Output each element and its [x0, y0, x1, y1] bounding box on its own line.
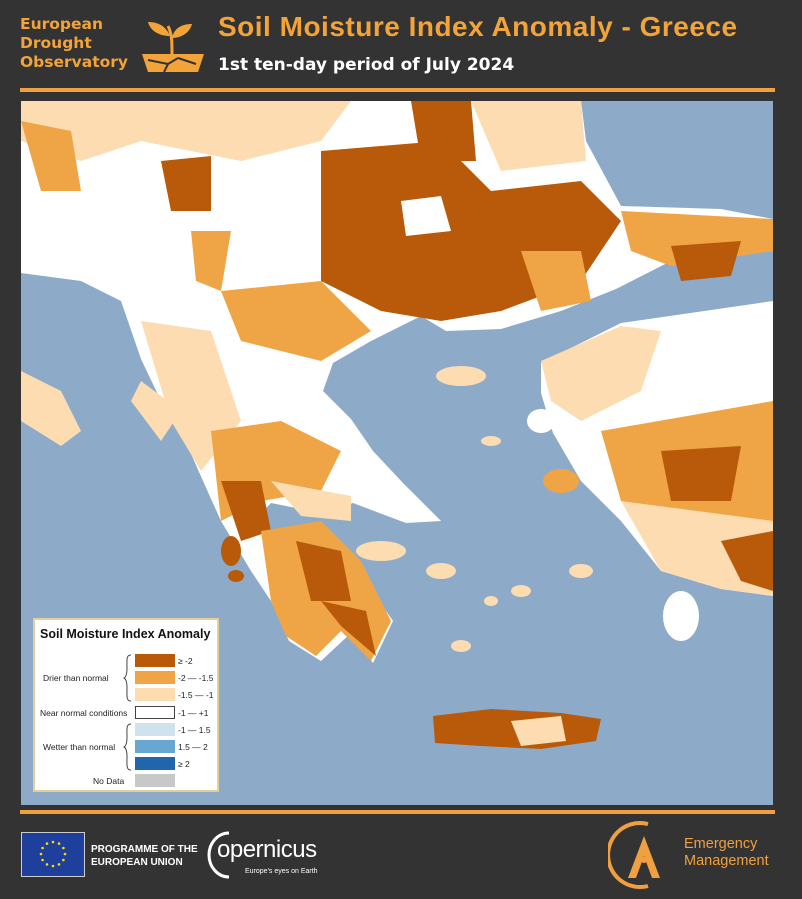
emergency-line: Emergency — [684, 836, 758, 852]
brace-icon — [123, 654, 132, 702]
programme-line: EUROPEAN UNION — [91, 857, 183, 868]
legend-label: -1.5 — -1 — [178, 690, 214, 700]
copernicus-tagline: Europe's eyes on Earth — [245, 868, 318, 875]
legend-swatch — [135, 654, 175, 667]
anomaly-patches — [21, 101, 773, 661]
footer-divider — [20, 810, 775, 814]
legend-group-normal: Near normal conditions — [40, 708, 128, 718]
brace-icon — [123, 723, 132, 771]
aegean-islands — [221, 366, 699, 652]
legend-swatch — [135, 740, 175, 753]
programme-text: PROGRAMME OF THE EUROPEAN UNION — [91, 843, 198, 869]
eu-flag-logo-icon — [21, 832, 85, 877]
map-canvas — [21, 101, 773, 749]
emergency-management-logo: Emergency Management — [606, 820, 769, 894]
legend-label: -2 — -1.5 — [178, 673, 214, 683]
page-title: Soil Moisture Index Anomaly - Greece — [218, 11, 738, 42]
legend-swatch — [135, 757, 175, 770]
observatory-line: Observatory — [20, 53, 129, 71]
observatory-line: Drought — [20, 34, 92, 52]
legend-label: ≥ -2 — [178, 656, 193, 666]
legend-swatch — [135, 688, 175, 701]
copernicus-wordmark: opernicus — [217, 836, 317, 863]
legend-label: -1 — +1 — [178, 708, 209, 718]
drought-plant-logo-icon — [142, 22, 204, 73]
legend-label: 1.5 — 2 — [178, 742, 208, 752]
map-legend: Soil Moisture Index Anomaly Drier than n… — [33, 618, 219, 792]
emergency-line: Management — [684, 853, 769, 869]
page-subtitle: 1st ten-day period of July 2024 — [218, 55, 515, 75]
copernicus-arc-icon — [207, 831, 230, 879]
legend-title: Soil Moisture Index Anomaly — [40, 627, 211, 641]
legend-swatch — [135, 706, 175, 719]
legend-swatch — [135, 671, 175, 684]
legend-group-wetter: Wetter than normal — [43, 742, 116, 752]
observatory-line: European — [20, 15, 104, 33]
legend-swatch — [135, 723, 175, 736]
emergency-management-icon — [606, 821, 660, 889]
programme-line: PROGRAMME OF THE — [91, 844, 198, 855]
legend-label: ≥ 2 — [178, 759, 190, 769]
legend-group-nodata: No Data — [93, 776, 125, 786]
legend-label: -1 — 1.5 — [178, 725, 211, 735]
header-divider — [20, 88, 775, 92]
legend-swatch — [135, 774, 175, 787]
soil-moisture-map[interactable]: Soil Moisture Index Anomaly Drier than n… — [21, 101, 773, 805]
observatory-name: European Drought Observatory — [20, 15, 128, 72]
legend-group-drier: Drier than normal — [43, 673, 109, 683]
land-italy-heel — [21, 371, 81, 446]
